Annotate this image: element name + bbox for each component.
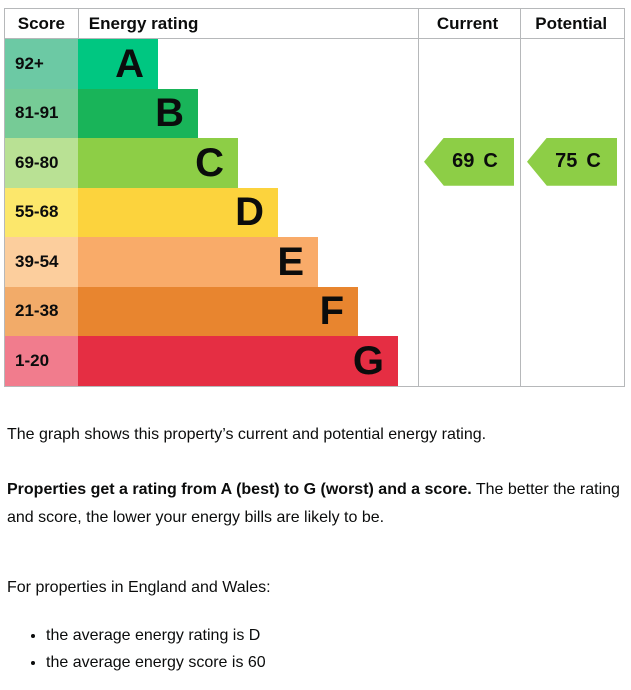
current-rating-arrow: 69 C bbox=[424, 137, 514, 186]
band-row-c: 69-80 C bbox=[5, 138, 624, 188]
rating-explanation-text: Properties get a rating from A (best) to… bbox=[7, 476, 624, 532]
band-letter: E bbox=[277, 239, 304, 284]
band-score-range-d: 55-68 bbox=[5, 187, 78, 237]
epc-table-header: Score Energy rating Current Potential bbox=[5, 9, 624, 39]
epc-rating-table: Score Energy rating Current Potential 92… bbox=[4, 8, 625, 387]
potential-rating-arrow: 75 C bbox=[527, 137, 617, 186]
header-potential: Potential bbox=[535, 13, 608, 33]
band-bar-e: E bbox=[78, 237, 318, 287]
graph-summary-text: The graph shows this property’s current … bbox=[7, 425, 487, 443]
rating-explanation-bold: Properties get a rating from A (best) to… bbox=[7, 480, 472, 498]
rating-bands: 92+ A 81-91 B 69-80 C 55-68 D 39-54 E 21-38 F 1-20 G bbox=[5, 39, 624, 386]
epc-description: The graph shows this property’s current … bbox=[0, 421, 631, 676]
band-bar-g: G bbox=[78, 336, 398, 386]
band-score-range-g: 1-20 bbox=[5, 336, 78, 386]
band-letter: F bbox=[319, 289, 344, 334]
england-wales-intro: For properties in England and Wales: bbox=[7, 578, 271, 596]
header-score: Score bbox=[17, 13, 65, 33]
band-letter: G bbox=[352, 338, 384, 383]
band-letter: C bbox=[195, 140, 224, 185]
rating-explanation-rest: The better the rating and score, the low… bbox=[7, 480, 620, 526]
band-letter: A bbox=[115, 41, 144, 86]
band-score-range-e: 39-54 bbox=[5, 237, 78, 287]
band-score-range-c: 69-80 bbox=[5, 138, 78, 188]
averages-list: the average energy rating is D the avera… bbox=[7, 622, 624, 676]
band-row-b: 81-91 B bbox=[5, 88, 624, 138]
band-bar-d: D bbox=[78, 187, 278, 237]
band-score-range-f: 21-38 bbox=[5, 286, 78, 336]
divider-energy-current bbox=[418, 9, 419, 386]
header-energy-rating: Energy rating bbox=[88, 13, 199, 33]
band-row-a: 92+ A bbox=[5, 39, 624, 89]
potential-rating-letter: C bbox=[586, 150, 601, 173]
band-letter: B bbox=[155, 91, 184, 136]
current-rating-letter: C bbox=[483, 150, 498, 173]
band-bar-c: C bbox=[78, 138, 238, 188]
band-row-d: 55-68 D bbox=[5, 187, 624, 237]
band-row-e: 39-54 E bbox=[5, 237, 624, 287]
band-row-f: 21-38 F bbox=[5, 286, 624, 336]
band-row-g: 1-20 G bbox=[5, 336, 624, 386]
band-score-range-b: 81-91 bbox=[5, 88, 78, 138]
band-bar-a: A bbox=[78, 39, 158, 89]
band-letter: D bbox=[235, 190, 264, 235]
band-score-range-a: 92+ bbox=[5, 39, 78, 89]
average-score-item: the average energy score is 60 bbox=[46, 649, 624, 676]
divider-current-potential bbox=[520, 9, 521, 386]
average-rating-item: the average energy rating is D bbox=[46, 622, 624, 649]
potential-score-value: 75 bbox=[555, 150, 578, 173]
band-bar-f: F bbox=[78, 286, 358, 336]
band-bar-b: B bbox=[78, 88, 198, 138]
header-current: Current bbox=[436, 13, 499, 33]
divider-score-energy bbox=[78, 9, 79, 38]
current-score-value: 69 bbox=[452, 150, 475, 173]
